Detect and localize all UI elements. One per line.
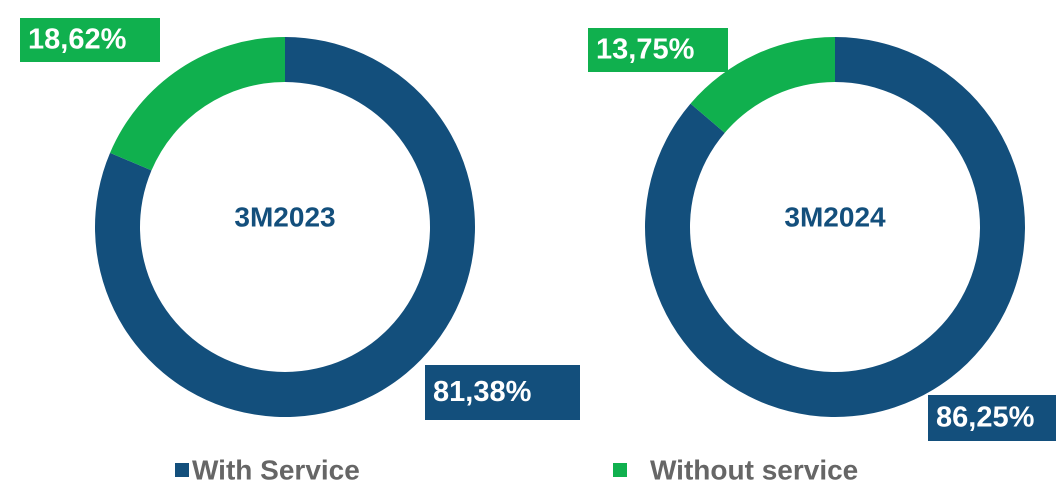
value-label: 13,75% [596,34,695,66]
value-label-box [425,365,580,420]
donut-slice [690,37,835,133]
legend-label: Without service [650,454,858,485]
value-label: 18,62% [28,24,127,56]
value-label-box [20,18,160,62]
legend-label: With Service [192,454,360,485]
value-label: 81,38% [433,376,532,408]
center-label: 3M2024 [784,201,886,232]
donut-slice [110,37,285,171]
center-label: 3M2023 [234,201,335,232]
value-label-box [588,28,728,72]
value-label: 86,25% [936,402,1035,434]
legend-swatch [175,463,189,477]
value-label-box [928,395,1056,441]
legend-swatch [613,463,627,477]
